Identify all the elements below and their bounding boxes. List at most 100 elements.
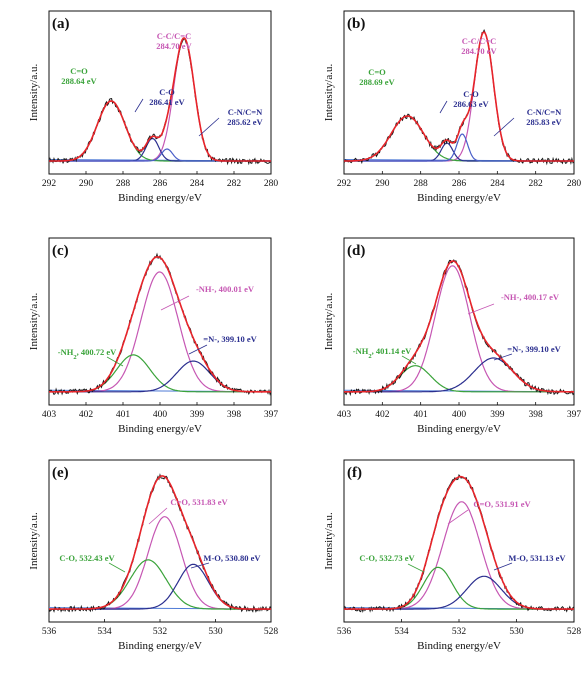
y-axis-label: Intensity/a.u. — [28, 293, 40, 351]
peak-annotation: C-N/C=N — [228, 107, 263, 117]
component-peak-navy — [344, 357, 574, 393]
y-axis-label: Intensity/a.u. — [323, 64, 335, 122]
peak-annotation: C-C/C=C — [157, 31, 192, 41]
panel-f: 536 534 532 530 528 Binding energy/eV Intensit… — [323, 459, 581, 652]
peak-annotation: -NH-, 400.17 eV — [501, 292, 560, 302]
panel-c: 403 402 401 400 399 398 397 Binding energy/eV In… — [28, 237, 279, 435]
peak-annotation: C=O — [70, 66, 88, 76]
annotation-text: , 400.72 eV — [77, 347, 118, 357]
x-tick-label: 398 — [227, 410, 242, 420]
y-axis-label: Intensity/a.u. — [323, 293, 335, 351]
peak-annotation: 284.70 eV — [156, 41, 192, 51]
annotation-leader-line — [198, 117, 220, 137]
x-tick-label: 398 — [529, 410, 544, 420]
panel-a: 292 290 288 286 284 282 280 Binding energy/eV In… — [28, 10, 279, 204]
x-tick-label: 399 — [490, 410, 505, 420]
panel-e: 536 534 532 530 528 Binding energy/eV Intensit… — [28, 459, 279, 652]
x-tick-label: 292 — [42, 179, 57, 189]
x-tick-label: 290 — [79, 179, 94, 189]
panel-label: (c) — [52, 243, 69, 259]
x-tick-label: 534 — [97, 627, 112, 637]
panel-label: (f) — [347, 465, 362, 481]
x-tick-label: 397 — [567, 410, 582, 420]
y-axis-label: Intensity/a.u. — [28, 64, 40, 122]
fitted-envelope-line — [49, 475, 271, 610]
x-tick-label: 286 — [452, 179, 467, 189]
raw-spectrum-line — [343, 259, 575, 397]
panel-d: 403 402 401 400 399 398 397 Binding energy/eV In… — [323, 237, 582, 435]
x-tick-label: 532 — [153, 627, 168, 637]
peak-annotation: -NH-, 400.01 eV — [196, 284, 255, 294]
component-peak-magenta — [344, 265, 574, 393]
fitted-envelope-line — [344, 31, 574, 162]
component-peak-green — [344, 365, 574, 393]
component-peak-navy — [49, 360, 271, 393]
annotation-leader-line — [493, 353, 513, 361]
peak-annotation: C-O, 532.73 eV — [359, 553, 415, 563]
annotation-text: , 401.14 eV — [372, 346, 413, 356]
annotation-leader-line — [148, 507, 168, 525]
x-tick-label: 284 — [490, 179, 505, 189]
x-tick-label: 288 — [414, 179, 429, 189]
plot-frame — [48, 237, 272, 406]
component-peak-navy — [49, 563, 271, 610]
peak-annotation: 288.64 eV — [61, 76, 97, 86]
x-tick-label: 402 — [79, 410, 94, 420]
x-tick-label: 290 — [375, 179, 390, 189]
peak-annotation: -NH2, 401.14 eV — [353, 346, 412, 360]
peak-annotation: 284.70 eV — [461, 46, 497, 56]
x-tick-label: 280 — [567, 179, 582, 189]
peak-annotation: C=O, 531.91 eV — [473, 499, 531, 509]
x-axis-label: Binding energy/eV — [417, 192, 501, 204]
fitted-envelope-line — [49, 37, 271, 162]
peak-annotation: 286.41 eV — [149, 97, 185, 107]
fitted-envelope-line — [344, 260, 574, 393]
x-tick-label: 532 — [452, 627, 467, 637]
annotation-leader-line — [108, 562, 126, 573]
x-tick-label: 530 — [208, 627, 223, 637]
x-tick-label: 280 — [264, 179, 279, 189]
x-axis-label: Binding energy/eV — [417, 640, 501, 652]
x-axis-label: Binding energy/eV — [118, 640, 202, 652]
annotation-leader-line — [439, 100, 448, 114]
peak-annotation: C-O, 532.43 eV — [59, 553, 115, 563]
panel-label: (a) — [52, 16, 70, 32]
peak-annotation: C-N/C=N — [527, 107, 562, 117]
x-tick-label: 536 — [337, 627, 352, 637]
annotation-subscript: 2 — [368, 353, 371, 360]
panel-b: 292 290 288 286 284 282 280 Binding energy/eV In… — [323, 10, 582, 204]
x-axis-label: Binding energy/eV — [118, 423, 202, 435]
panel-label: (d) — [347, 243, 365, 259]
peak-annotation: =N-, 399.10 eV — [203, 334, 257, 344]
peak-annotation: C-O — [159, 87, 175, 97]
fitted-envelope-line — [49, 256, 271, 393]
raw-spectrum-line — [343, 474, 575, 613]
x-tick-label: 288 — [116, 179, 131, 189]
plot-frame — [343, 10, 575, 175]
component-peak-green — [49, 354, 271, 393]
annotation-leader-line — [467, 303, 495, 315]
component-peak-green — [344, 566, 574, 610]
annotation-leader-line — [106, 356, 124, 367]
x-tick-label: 402 — [375, 410, 390, 420]
x-tick-label: 528 — [264, 627, 279, 637]
y-axis-label: Intensity/a.u. — [28, 512, 40, 570]
raw-spectrum-line — [48, 473, 272, 613]
annotation-leader-line — [190, 562, 210, 569]
x-tick-label: 286 — [153, 179, 168, 189]
annotation-text: -NH — [58, 347, 74, 357]
x-tick-label: 284 — [190, 179, 205, 189]
peak-annotation: C=O, 531.83 eV — [170, 497, 228, 507]
annotation-leader-line — [493, 562, 513, 571]
x-tick-label: 536 — [42, 627, 57, 637]
plot-frame — [343, 237, 575, 406]
peak-annotation: 288.69 eV — [359, 77, 395, 87]
component-peak-navy — [49, 138, 271, 162]
peak-annotation: M-O, 530.80 eV — [203, 553, 261, 563]
x-tick-label: 397 — [264, 410, 279, 420]
fitted-envelope-line — [344, 475, 574, 610]
annotation-text: -NH — [353, 346, 369, 356]
annotation-leader-line — [447, 509, 469, 525]
peak-annotation: C=O — [368, 67, 386, 77]
